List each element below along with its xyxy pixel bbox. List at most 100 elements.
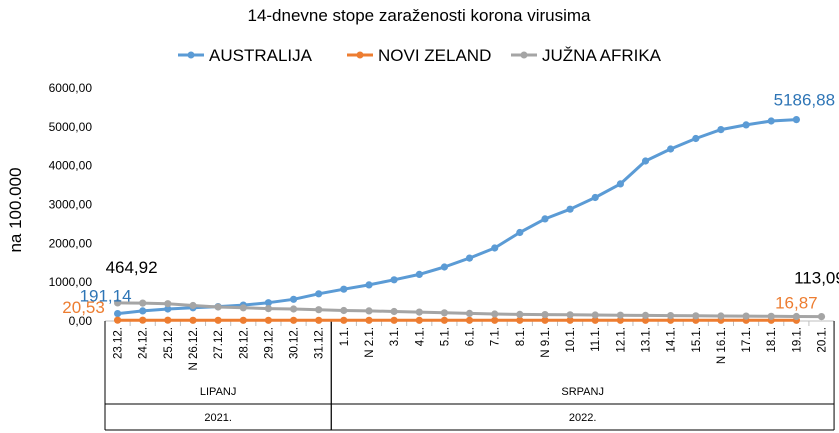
data-point-0-12 xyxy=(415,270,423,278)
data-point-1-11 xyxy=(390,316,398,324)
data-point-0-24 xyxy=(717,126,725,134)
y-axis-ticks: 0,00 1000,00 2000,00 3000,00 4000,00 5000,00 6… xyxy=(49,81,93,328)
data-point-2-11 xyxy=(390,307,398,316)
data-point-2-14 xyxy=(465,309,474,317)
plot-area xyxy=(114,116,826,324)
x-tick-label-24: N 16.1. xyxy=(716,327,728,364)
x-tick-label-25: 17.1. xyxy=(741,327,753,353)
data-point-2-4 xyxy=(214,303,222,311)
x-tick-label-22: 14.1. xyxy=(666,327,678,353)
x-tick-label-0: 23.12. xyxy=(113,327,125,359)
data-point-0-2 xyxy=(164,305,172,313)
data-point-1-19 xyxy=(591,316,599,324)
data-point-0-19 xyxy=(591,193,599,202)
y-tick-label-1: 1000,00 xyxy=(49,275,93,289)
data-point-2-5 xyxy=(239,304,247,312)
data-point-2-26 xyxy=(767,312,775,320)
y-tick-label-2: 2000,00 xyxy=(49,236,93,250)
data-point-2-12 xyxy=(415,308,423,316)
data-point-0-20 xyxy=(616,180,625,188)
x-tick-label-27: 19.1. xyxy=(791,327,803,353)
x-tick-label-9: 1.1. xyxy=(339,327,351,346)
data-point-2-22 xyxy=(667,312,675,320)
data-point-0-11 xyxy=(390,276,398,284)
data-point-0-6 xyxy=(264,299,272,307)
data-point-2-15 xyxy=(491,310,499,318)
data-point-1-20 xyxy=(616,316,625,324)
x-tick-label-2: 25.12. xyxy=(163,327,175,359)
data-point-1-17 xyxy=(541,316,549,324)
year-group-label-0: 2021. xyxy=(204,412,232,424)
data-point-1-10 xyxy=(365,316,373,324)
data-point-2-2 xyxy=(164,300,172,308)
data-point-1-14 xyxy=(465,316,474,324)
data-labels: 5186,88 191,14 464,92 20,53 113,09 16,87 xyxy=(62,91,839,318)
data-point-0-1 xyxy=(139,307,147,315)
month-group-label-0: LIPANJ xyxy=(200,386,236,398)
data-point-2-17 xyxy=(541,311,549,319)
data-point-1-1 xyxy=(139,316,147,324)
data-point-1-15 xyxy=(491,316,499,324)
x-tick-label-3: N 26.12. xyxy=(188,327,200,370)
chart-title: 14-dnevne stope zaraženosti korona virus… xyxy=(247,6,591,25)
x-tick-label-4: 27.12. xyxy=(213,327,225,359)
data-label-2: 464,92 xyxy=(106,258,158,277)
x-tick-label-11: 3.1. xyxy=(389,327,401,346)
x-tick-label-10: N 2.1. xyxy=(364,327,376,358)
legend-label-0: AUSTRALIJA xyxy=(209,46,313,65)
legend-marker-1 xyxy=(356,51,364,59)
data-point-2-10 xyxy=(365,307,373,315)
data-point-0-10 xyxy=(365,281,373,289)
data-point-2-0 xyxy=(114,299,122,307)
data-point-2-6 xyxy=(264,305,272,313)
data-point-0-7 xyxy=(290,295,298,303)
x-tick-label-28: 20.1. xyxy=(816,327,828,353)
y-tick-label-3: 3000,00 xyxy=(49,198,93,212)
data-point-2-8 xyxy=(315,306,323,314)
data-label-0: 5186,88 xyxy=(774,91,835,110)
data-point-2-27 xyxy=(792,312,801,321)
data-point-2-9 xyxy=(340,306,348,315)
legend-label-1: NOVI ZELAND xyxy=(378,46,491,65)
data-point-2-13 xyxy=(440,309,448,317)
data-point-1-6 xyxy=(264,316,272,324)
data-point-2-28 xyxy=(817,313,826,321)
data-point-0-22 xyxy=(667,145,675,153)
y-tick-label-6: 6000,00 xyxy=(49,81,93,95)
legend-marker-0 xyxy=(187,51,195,59)
data-point-0-8 xyxy=(315,290,323,298)
year-group-label-1: 2022. xyxy=(569,412,597,424)
data-point-1-2 xyxy=(164,316,172,324)
data-point-2-18 xyxy=(566,311,574,319)
x-tick-label-17: N 9.1. xyxy=(540,327,552,358)
data-point-2-23 xyxy=(692,312,700,320)
data-point-2-1 xyxy=(139,299,147,307)
x-tick-label-20: 12.1. xyxy=(615,327,627,353)
data-point-2-16 xyxy=(516,310,524,318)
data-point-1-18 xyxy=(566,316,574,324)
series-line-0 xyxy=(117,118,797,316)
x-tick-label-13: 5.1. xyxy=(439,327,451,346)
x-tick-label-8: 31.12. xyxy=(314,327,326,359)
data-point-1-16 xyxy=(516,316,524,324)
data-point-0-9 xyxy=(340,285,348,293)
data-point-2-21 xyxy=(641,311,650,319)
data-label-1: 191,14 xyxy=(80,287,132,306)
data-point-1-3 xyxy=(189,316,197,324)
data-point-0-27 xyxy=(792,116,801,124)
x-tick-label-5: 28.12. xyxy=(238,327,250,359)
y-axis-label: na 100.000 xyxy=(6,167,25,252)
data-point-2-7 xyxy=(290,305,298,313)
data-point-2-19 xyxy=(591,311,599,319)
data-point-0-25 xyxy=(742,121,750,129)
data-label-3: 20,53 xyxy=(62,298,105,317)
data-point-0-14 xyxy=(465,254,474,262)
data-point-2-24 xyxy=(717,312,725,320)
x-tick-label-7: 30.12. xyxy=(289,327,301,359)
data-label-4: 113,09 xyxy=(794,269,839,288)
data-point-2-3 xyxy=(189,301,197,310)
data-point-0-21 xyxy=(641,157,650,165)
data-point-0-17 xyxy=(541,215,549,223)
data-point-0-18 xyxy=(566,205,574,213)
data-point-1-12 xyxy=(415,316,423,324)
